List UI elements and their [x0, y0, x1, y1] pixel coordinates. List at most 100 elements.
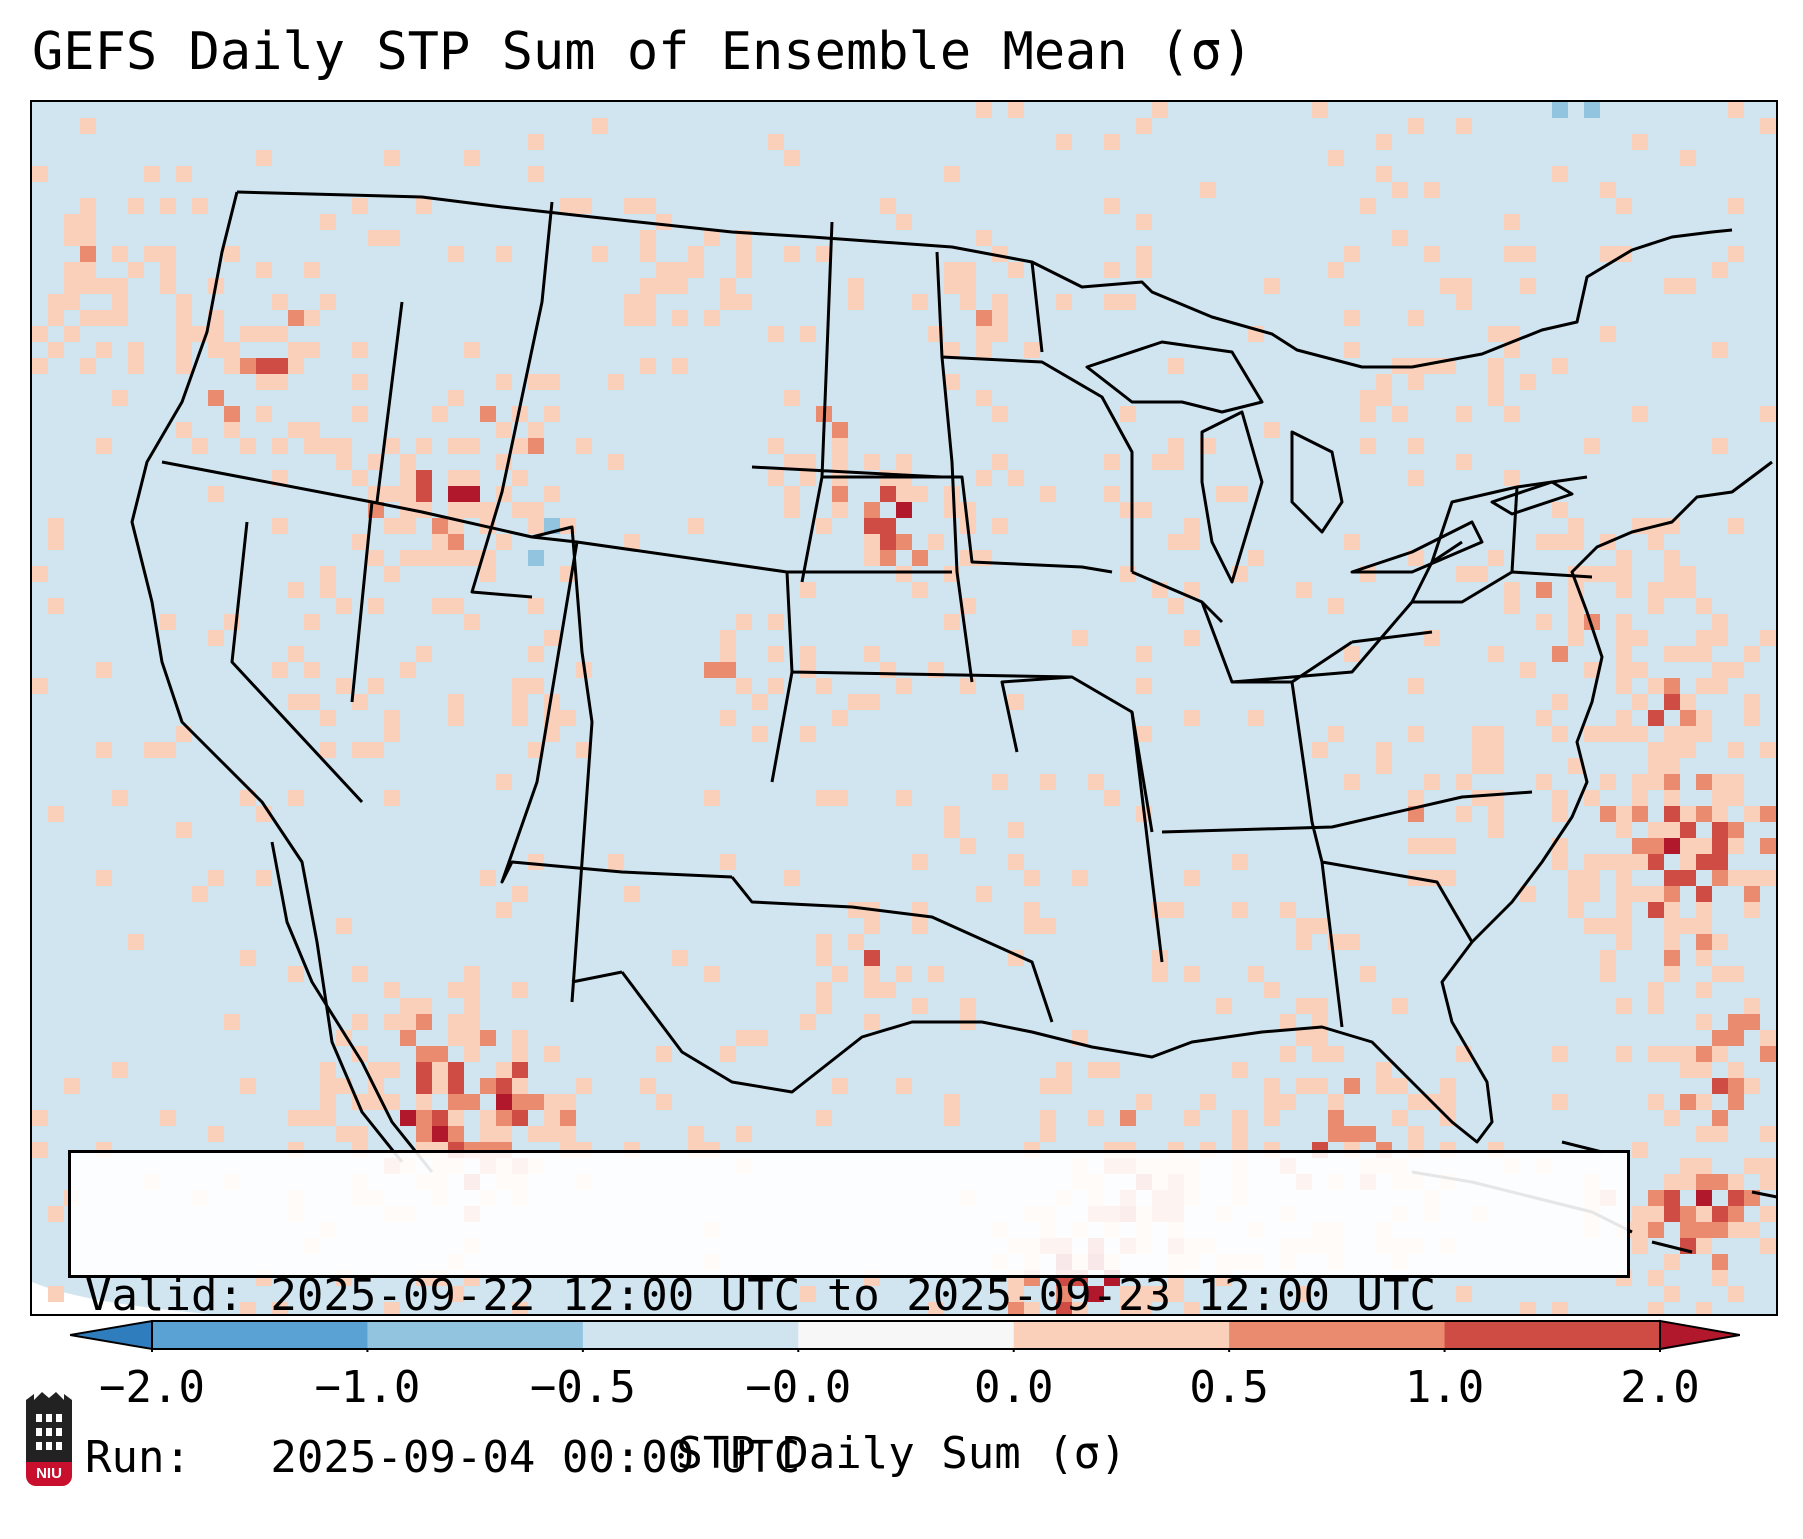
anomaly-cell: [288, 966, 304, 982]
anomaly-cell: [1360, 966, 1376, 982]
anomaly-cell: [1376, 758, 1392, 774]
anomaly-cell: [704, 230, 720, 246]
anomaly-cell: [1696, 726, 1712, 742]
anomaly-cell: [288, 646, 304, 662]
anomaly-cell: [96, 662, 112, 678]
anomaly-cell: [1648, 1302, 1664, 1314]
anomaly-cell: [944, 822, 960, 838]
anomaly-cell: [704, 790, 720, 806]
anomaly-cell: [1424, 358, 1440, 374]
anomaly-cell: [304, 614, 320, 630]
anomaly-cell: [688, 246, 704, 262]
anomaly-cell: [464, 1046, 480, 1062]
anomaly-cell: [48, 294, 64, 310]
anomaly-cell: [320, 214, 336, 230]
anomaly-cell: [64, 1078, 80, 1094]
anomaly-cell: [944, 342, 960, 358]
anomaly-cell: [992, 454, 1008, 470]
anomaly-cell: [432, 534, 448, 550]
anomaly-cell: [1744, 646, 1760, 662]
anomaly-cell: [464, 966, 480, 982]
anomaly-cell: [464, 614, 480, 630]
anomaly-cell: [32, 566, 48, 582]
anomaly-cell: [96, 870, 112, 886]
anomaly-cell: [1136, 214, 1152, 230]
anomaly-cell: [816, 982, 832, 998]
anomaly-cell: [1552, 854, 1568, 870]
anomaly-cell: [128, 934, 144, 950]
anomaly-cell: [1680, 854, 1696, 870]
anomaly-cell: [320, 438, 336, 454]
anomaly-cell: [512, 1110, 528, 1126]
anomaly-cell: [1424, 774, 1440, 790]
anomaly-cell: [400, 1110, 416, 1126]
anomaly-cell: [448, 1126, 464, 1142]
anomaly-cell: [768, 678, 784, 694]
anomaly-cell: [528, 166, 544, 182]
anomaly-cell: [816, 790, 832, 806]
anomaly-cell: [384, 790, 400, 806]
anomaly-cell: [1744, 902, 1760, 918]
anomaly-cell: [1696, 1302, 1712, 1314]
anomaly-cell: [944, 374, 960, 390]
map-panel[interactable]: [30, 100, 1778, 1316]
anomaly-cell: [96, 342, 112, 358]
anomaly-cell: [1504, 342, 1520, 358]
anomaly-cell: [736, 1126, 752, 1142]
anomaly-cell: [1456, 806, 1472, 822]
anomaly-cell: [1728, 1094, 1744, 1110]
anomaly-cell: [1184, 710, 1200, 726]
anomaly-cell: [1696, 1222, 1712, 1238]
anomaly-cell: [1616, 854, 1632, 870]
anomaly-cell: [1328, 726, 1344, 742]
anomaly-cell: [1152, 454, 1168, 470]
anomaly-cell: [560, 1110, 576, 1126]
anomaly-cell: [416, 470, 432, 486]
anomaly-cell: [1760, 118, 1776, 134]
anomaly-cell: [256, 406, 272, 422]
anomaly-cell: [1344, 310, 1360, 326]
anomaly-cell: [1264, 1110, 1280, 1126]
anomaly-cell: [1632, 134, 1648, 150]
anomaly-cell: [160, 198, 176, 214]
anomaly-cell: [400, 662, 416, 678]
anomaly-cell: [672, 278, 688, 294]
anomaly-cell: [1456, 774, 1472, 790]
anomaly-cell: [560, 710, 576, 726]
anomaly-cell: [208, 870, 224, 886]
anomaly-cell: [448, 438, 464, 454]
anomaly-cell: [384, 566, 400, 582]
anomaly-cell: [1600, 566, 1616, 582]
anomaly-cell: [1760, 1238, 1776, 1254]
anomaly-cell: [496, 1094, 512, 1110]
anomaly-cell: [448, 1094, 464, 1110]
anomaly-cell: [288, 422, 304, 438]
anomaly-cell: [384, 1062, 400, 1078]
anomaly-cell: [832, 422, 848, 438]
anomaly-cell: [624, 310, 640, 326]
anomaly-cell: [912, 998, 928, 1014]
anomaly-cell: [1680, 742, 1696, 758]
anomaly-cell: [1120, 1286, 1136, 1302]
anomaly-cell: [1664, 1110, 1680, 1126]
anomaly-cell: [1232, 1126, 1248, 1142]
anomaly-cell: [944, 262, 960, 278]
anomaly-cell: [464, 1030, 480, 1046]
anomaly-cell: [912, 294, 928, 310]
anomaly-cell: [896, 502, 912, 518]
anomaly-cell: [1776, 1126, 1778, 1142]
anomaly-cell: [144, 166, 160, 182]
anomaly-cell: [176, 342, 192, 358]
anomaly-cell: [784, 150, 800, 166]
anomaly-cell: [528, 742, 544, 758]
anomaly-cell: [1696, 1062, 1712, 1078]
anomaly-cell: [864, 518, 880, 534]
anomaly-cell: [848, 294, 864, 310]
anomaly-cell: [1328, 598, 1344, 614]
anomaly-cell: [1456, 118, 1472, 134]
anomaly-cell: [976, 326, 992, 342]
anomaly-cell: [1376, 1078, 1392, 1094]
anomaly-cell: [1776, 998, 1778, 1014]
anomaly-cell: [1728, 1222, 1744, 1238]
anomaly-cell: [32, 166, 48, 182]
